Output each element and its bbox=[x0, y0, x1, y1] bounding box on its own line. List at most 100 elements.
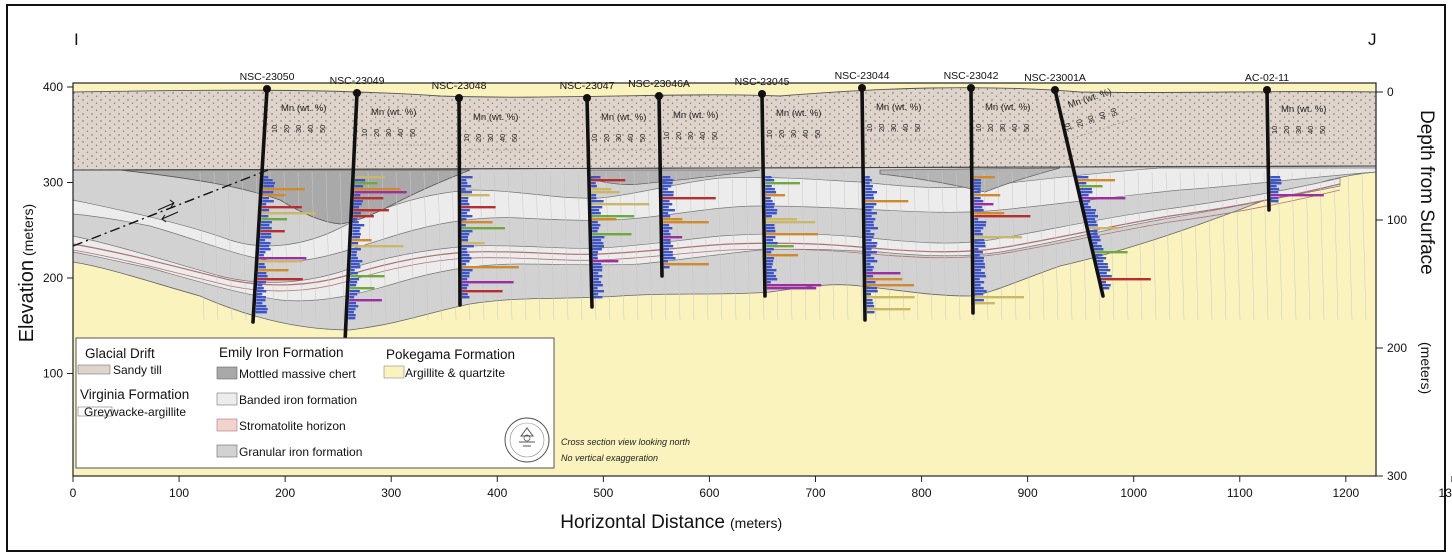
mn-header-label: Mn (wt. %) bbox=[673, 110, 718, 121]
mn-bar bbox=[865, 182, 870, 185]
hatch-line bbox=[619, 171, 625, 321]
x-tick-label: 800 bbox=[912, 486, 932, 500]
mn-bar bbox=[662, 203, 673, 206]
hatch-line bbox=[983, 171, 989, 321]
mn-bar bbox=[592, 236, 605, 239]
mn-bar bbox=[974, 239, 985, 242]
section-start-label: I bbox=[74, 30, 79, 49]
legend-swatch-granular-iron bbox=[216, 444, 238, 458]
mn-bar bbox=[866, 278, 903, 281]
mn-scale-label: 30 bbox=[1086, 114, 1097, 125]
mn-bar bbox=[591, 194, 597, 197]
right-tick-label: 100 bbox=[1387, 213, 1407, 227]
drill-hole bbox=[251, 87, 269, 324]
left-axis-unit: (meters) bbox=[20, 204, 36, 256]
x-tick-label: 300 bbox=[381, 486, 401, 500]
mn-bar bbox=[461, 296, 470, 299]
x-tick-label: 700 bbox=[805, 486, 825, 500]
mn-bar bbox=[1270, 185, 1277, 188]
mn-scale-label: 50 bbox=[913, 124, 922, 132]
mn-bar bbox=[974, 299, 984, 302]
left-tick-label: 100 bbox=[43, 367, 63, 381]
hatch-line bbox=[1123, 171, 1129, 321]
mn-bar bbox=[765, 176, 772, 179]
mn-bar bbox=[349, 290, 360, 293]
mn-scale-label: 50 bbox=[813, 130, 822, 138]
hatch-line bbox=[801, 171, 807, 321]
hatch-line bbox=[1291, 171, 1297, 321]
mn-bar bbox=[592, 242, 604, 245]
x-tick-label: 400 bbox=[487, 486, 507, 500]
mn-bar bbox=[461, 212, 467, 215]
hatch-line bbox=[955, 171, 961, 321]
mn-scale-label: 30 bbox=[789, 130, 798, 138]
mn-header: Mn (wt. %) 10 20 30 40 50 bbox=[765, 108, 838, 147]
mn-bar bbox=[350, 269, 355, 272]
mn-bar bbox=[255, 308, 268, 311]
mn-bar bbox=[591, 206, 603, 209]
mn-bar bbox=[866, 308, 911, 311]
mn-bar bbox=[259, 254, 264, 257]
mn-bar bbox=[1077, 179, 1116, 182]
hatch-line bbox=[1081, 171, 1087, 321]
mn-scale-label: 30 bbox=[486, 134, 495, 142]
mn-bar bbox=[593, 290, 604, 293]
mn-bar bbox=[865, 212, 877, 215]
mn-bar bbox=[866, 269, 873, 272]
mn-bar bbox=[865, 203, 877, 206]
legend-swatch-pokegama bbox=[383, 365, 405, 379]
hatch-line bbox=[647, 171, 653, 321]
x-tick-label: 600 bbox=[699, 486, 719, 500]
mn-scale-label: 30 bbox=[889, 124, 898, 132]
hatch-line bbox=[829, 171, 835, 321]
mn-bar bbox=[662, 176, 671, 179]
hatch-line bbox=[703, 171, 709, 321]
hatch-line bbox=[1067, 171, 1073, 321]
mn-bar bbox=[866, 281, 876, 284]
mn-bar bbox=[256, 296, 266, 299]
mn-bar bbox=[592, 254, 598, 257]
hatch-line bbox=[815, 171, 821, 321]
mn-bar bbox=[461, 242, 485, 245]
mn-bar bbox=[766, 287, 817, 290]
hatch-line bbox=[927, 171, 933, 321]
mn-bar bbox=[974, 260, 984, 263]
legend-greywacke: Greywacke-argillite bbox=[84, 405, 186, 419]
hatch-line bbox=[717, 171, 723, 321]
mn-bar bbox=[592, 248, 602, 251]
mn-bar bbox=[351, 245, 404, 248]
mn-scale-label: 50 bbox=[318, 125, 327, 133]
mn-bar bbox=[974, 206, 983, 209]
mn-scale-label: 10 bbox=[1270, 126, 1279, 134]
mn-bar bbox=[351, 251, 357, 254]
legend-argillite-quartzite: Argillite & quartzite bbox=[405, 366, 505, 380]
mn-bar bbox=[662, 209, 675, 212]
mn-bar bbox=[461, 257, 472, 260]
mn-scale-label: 20 bbox=[282, 125, 291, 133]
mn-bar bbox=[591, 200, 604, 203]
mn-bar bbox=[1089, 230, 1098, 233]
mn-bar bbox=[1086, 215, 1098, 218]
mn-bar bbox=[974, 281, 985, 284]
mn-scale-label: 20 bbox=[1074, 118, 1085, 129]
mn-bar bbox=[1086, 218, 1096, 221]
mn-bar bbox=[461, 188, 466, 191]
mn-bar bbox=[591, 221, 598, 224]
mn-scale-label: 50 bbox=[1108, 107, 1119, 118]
mn-bar bbox=[1090, 233, 1098, 236]
mn-scale-label: 30 bbox=[384, 129, 393, 137]
mn-bar bbox=[1079, 188, 1092, 191]
mn-bar bbox=[461, 290, 503, 293]
legend-emily-formation: Emily Iron Formation bbox=[219, 345, 344, 360]
mn-bar bbox=[865, 200, 909, 203]
mn-bar bbox=[973, 194, 1001, 197]
drill-hole bbox=[585, 96, 594, 309]
mn-bar bbox=[260, 224, 270, 227]
mn-bar bbox=[974, 251, 983, 254]
mn-bar bbox=[663, 245, 674, 248]
hatch-line bbox=[199, 171, 205, 321]
mn-bar bbox=[1096, 260, 1104, 263]
note-vertical-exaggeration: No vertical exaggeration bbox=[561, 453, 658, 463]
mn-bar bbox=[765, 185, 772, 188]
